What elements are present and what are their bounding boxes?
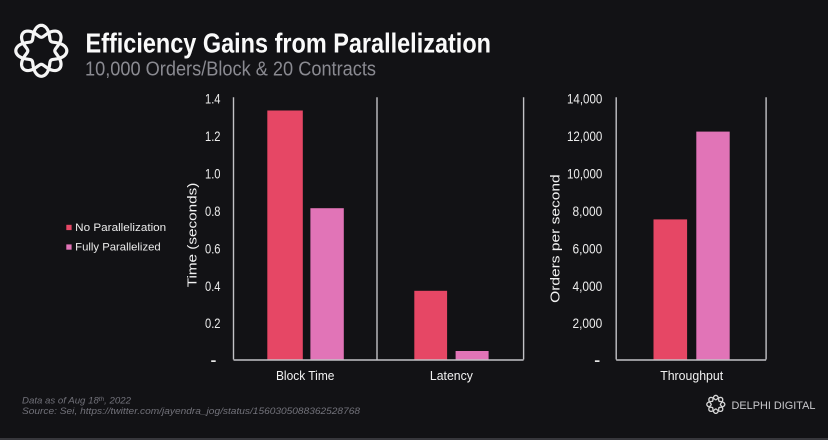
svg-text:Source: Sei, https://twitter.c: Source: Sei, https://twitter.com/jayendr… [22,406,360,416]
svg-text:Orders per second: Orders per second [547,174,562,303]
svg-text:1.4: 1.4 [205,91,221,107]
svg-text:0.2: 0.2 [205,315,221,331]
svg-text:0.6: 0.6 [205,240,221,256]
svg-text:Efficiency Gains from Parallel: Efficiency Gains from Parallelization [86,28,492,59]
svg-text:14,000: 14,000 [567,91,602,107]
svg-text:DELPHI DIGITAL: DELPHI DIGITAL [732,400,816,412]
svg-text:12,000: 12,000 [567,128,602,144]
svg-text:1.0: 1.0 [205,166,221,182]
svg-text:2,000: 2,000 [573,315,603,331]
svg-text:0.8: 0.8 [205,203,221,219]
svg-text:10,000: 10,000 [567,166,602,182]
svg-text:0.4: 0.4 [205,278,221,294]
svg-text:8,000: 8,000 [573,203,603,219]
svg-text:Latency: Latency [430,368,473,383]
svg-text:No Parallelization: No Parallelization [75,222,166,234]
svg-text:Fully Parallelized: Fully Parallelized [75,242,161,254]
svg-text:6,000: 6,000 [573,240,603,256]
svg-text:Block Time: Block Time [276,368,335,383]
svg-text:4,000: 4,000 [573,278,603,294]
svg-text:1.2: 1.2 [205,128,221,144]
svg-text:Throughput: Throughput [660,368,723,383]
svg-text:Time (seconds): Time (seconds) [184,183,199,288]
svg-text:10,000 Orders/Block & 20 Contr: 10,000 Orders/Block & 20 Contracts [85,57,376,80]
